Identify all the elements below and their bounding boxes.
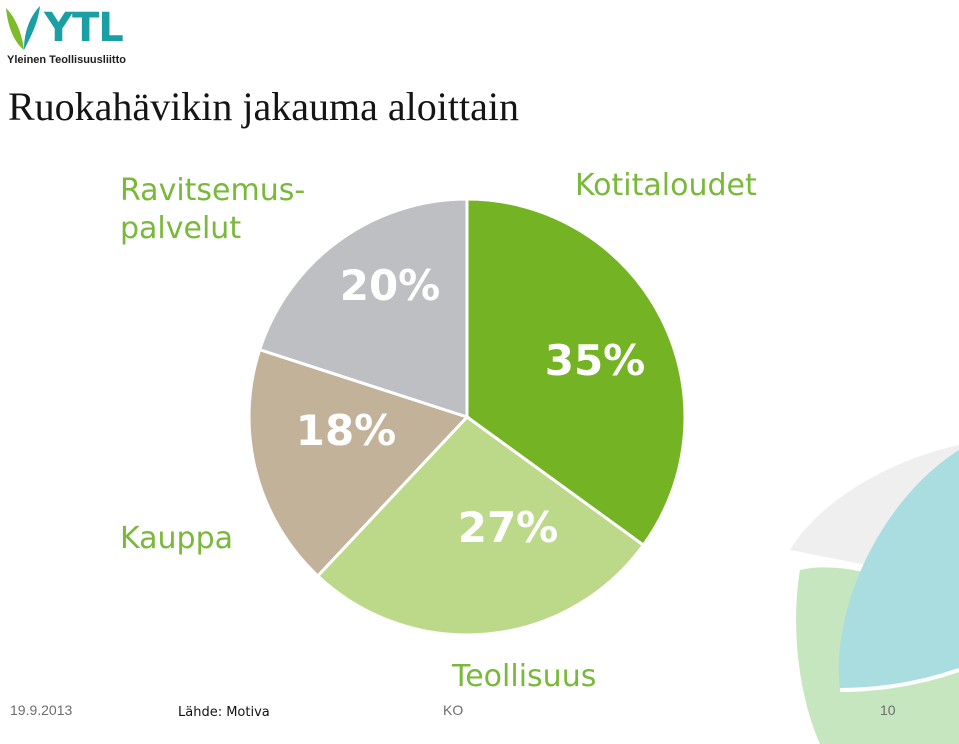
decorative-leaves	[790, 445, 959, 744]
pie-slice-teollisuus	[315, 415, 646, 637]
logo-tagline: Yleinen Teollisuusliitto	[7, 54, 126, 66]
pie-category-label-teollisuus: Teollisuus	[451, 659, 596, 694]
footer-date: 19.9.2013	[10, 702, 73, 718]
pie-value-label-teollisuus: 27%	[458, 503, 559, 552]
leaf-icon	[6, 6, 40, 50]
ytl-logo: YTL Yleinen Teollisuusliitto	[4, 4, 134, 68]
pie-chart: 35% 27% 18% 20% Kotitaloudet Teollisuus Kaupp…	[120, 168, 757, 694]
pie-slice-ravitsemus-palvelut	[257, 197, 469, 420]
pie-value-label-kotitaloudet: 35%	[545, 336, 646, 385]
footer-source: Lähde: Motiva	[178, 705, 270, 720]
pie-category-label-kauppa: Kauppa	[120, 521, 233, 556]
footer-page-number: 10	[880, 702, 896, 718]
pie-slice-kotitaloudet	[465, 197, 687, 548]
pie-value-label-ravitsemus-palvelut: 20%	[340, 261, 441, 310]
logo-wordmark: YTL	[44, 5, 124, 51]
page-title: Ruokahävikin jakauma aloittain	[8, 84, 519, 129]
pie-value-label-kauppa: 18%	[296, 406, 397, 455]
pie-category-label-ravitsemus-palvelut: Ravitsemus-palvelut	[120, 173, 305, 246]
footer-author: KO	[443, 702, 464, 718]
pie-slice-kauppa	[247, 347, 470, 579]
pie-category-label-kotitaloudet: Kotitaloudet	[575, 168, 757, 203]
